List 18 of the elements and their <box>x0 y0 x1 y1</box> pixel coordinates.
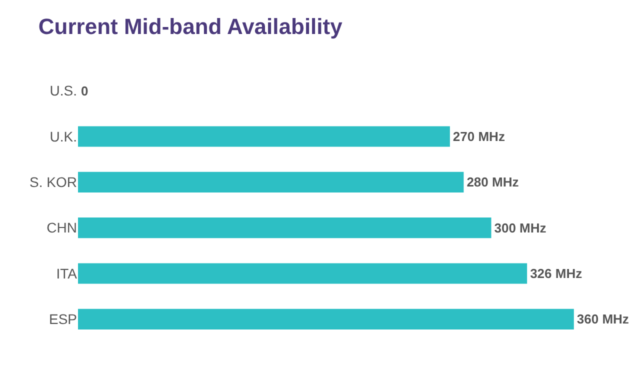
bar <box>78 172 464 192</box>
y-tick-label: ITA <box>56 265 78 282</box>
y-tick-label: ESP <box>48 311 77 328</box>
data-label: 326 MHz <box>530 266 583 281</box>
y-tick-label: U.K. <box>50 128 77 144</box>
data-label: 270 MHz <box>452 129 506 144</box>
data-label: 300 MHz <box>494 220 547 236</box>
data-label: 280 MHz <box>466 174 520 190</box>
bar <box>78 126 450 147</box>
bar <box>78 218 492 238</box>
chart-title: Current Mid-band Availability <box>38 14 344 39</box>
data-label: 0 <box>81 83 88 98</box>
y-tick-label: S. KOR <box>30 174 77 190</box>
bar <box>78 263 528 284</box>
bar <box>78 308 574 330</box>
y-tick-label: U.S. <box>50 82 77 99</box>
data-label: 360 MHz <box>576 312 630 327</box>
y-tick-label: CHN <box>46 220 77 236</box>
